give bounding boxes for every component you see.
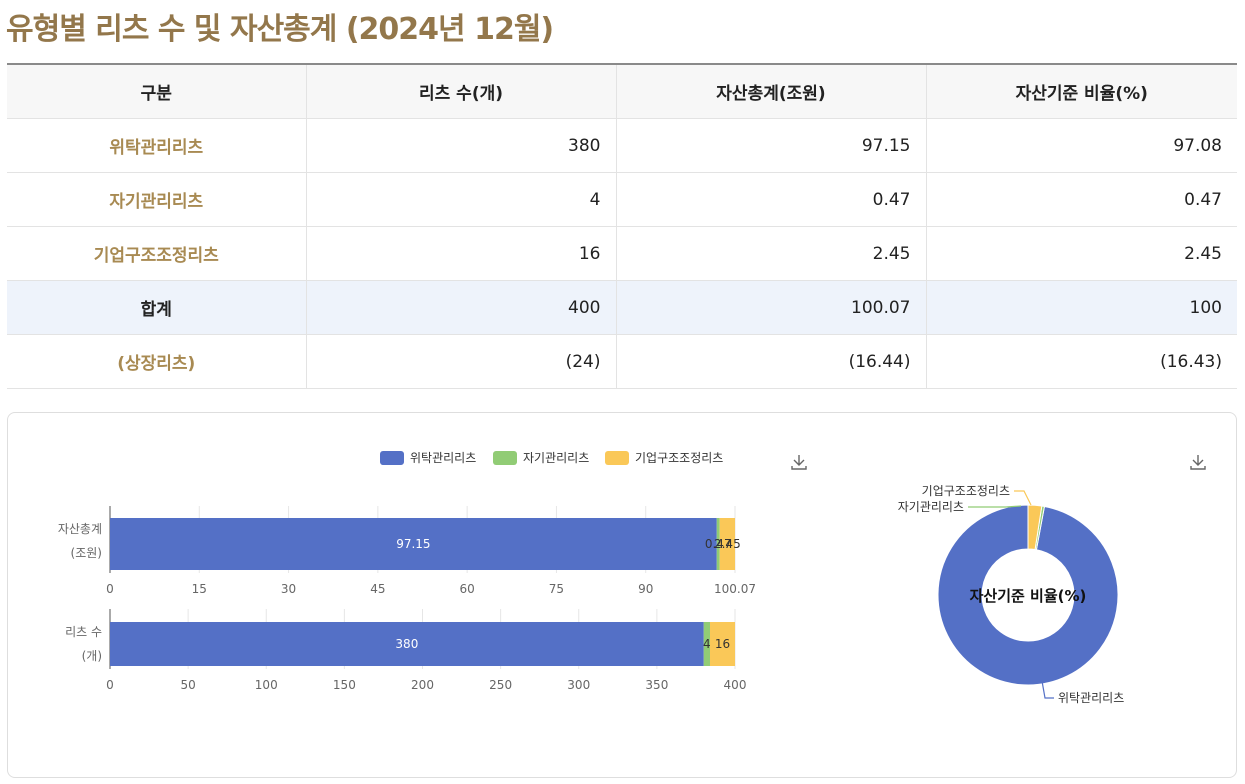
pie-leader-line [968,505,1022,508]
header-category: 구분 [7,64,307,119]
header-assets: 자산총계(조원) [616,64,927,119]
legend-swatch[interactable] [605,451,629,465]
pie-leader-line [1041,680,1054,699]
pie-slice-label: 위탁관리리츠 [1058,691,1124,705]
x-tick-label: 300 [567,678,590,692]
x-tick-label: 75 [549,582,564,596]
table-row: 자기관리리츠 4 0.47 0.47 [7,172,1237,227]
row-ratio: 100 [926,280,1237,335]
table-header-row: 구분 리츠 수(개) 자산총계(조원) 자산기준 비율(%) [7,64,1237,119]
row-assets: 100.07 [616,280,927,335]
legend-label[interactable]: 자기관리리츠 [523,451,589,465]
pie-leader-line [1014,490,1032,506]
x-tick-label: 100.07 [714,582,756,596]
legend-swatch[interactable] [380,451,404,465]
table-row: 기업구조조정리츠 16 2.45 2.45 [7,226,1237,281]
row-count: 16 [306,226,617,281]
y-category-label: 자산총계 [58,522,102,536]
download-icon[interactable] [791,455,807,470]
x-tick-label: 45 [370,582,385,596]
x-tick-label: 60 [460,582,475,596]
bar-value-label: 97.15 [396,537,430,551]
row-ratio: 97.08 [926,118,1237,173]
x-tick-label: 200 [411,678,434,692]
row-label: 위탁관리리츠 [7,118,307,173]
legend-label[interactable]: 위탁관리리츠 [410,451,476,465]
y-category-label: (조원) [71,546,102,560]
x-tick-label: 0 [106,678,114,692]
x-tick-label: 90 [638,582,653,596]
x-tick-label: 0 [106,582,114,596]
bar[interactable] [710,622,735,666]
table-row: 위탁관리리츠 380 97.15 97.08 [7,118,1237,173]
table-row-listed: (상장리츠) (24) (16.44) (16.43) [7,334,1237,389]
x-tick-label: 50 [180,678,195,692]
row-assets: 97.15 [616,118,927,173]
bar[interactable] [110,622,704,666]
x-tick-label: 15 [192,582,207,596]
row-assets: (16.44) [616,334,927,389]
header-ratio: 자산기준 비율(%) [926,64,1237,119]
pie-slice[interactable] [1027,504,1043,551]
row-ratio: 0.47 [926,172,1237,227]
bar[interactable] [110,518,717,570]
pie-slice[interactable] [937,504,1119,686]
row-ratio: (16.43) [926,334,1237,389]
legend-label[interactable]: 기업구조조정리츠 [635,451,723,465]
row-assets: 2.45 [616,226,927,281]
chart-panel: 위탁관리리츠 자기관리리츠 기업구조조정리츠 0 15 30 45 60 75 90 100.07 자… [7,412,1237,778]
bar-value-label: 4 [703,637,711,651]
row-label: 기업구조조정리츠 [7,226,307,281]
row-count: 4 [306,172,617,227]
row-assets: 0.47 [616,172,927,227]
table-row-total: 합계 400 100.07 100 [7,280,1237,335]
row-count: 400 [306,280,617,335]
bar-value-label: 0.47 [705,537,732,551]
row-count: (24) [306,334,617,389]
x-tick-label: 400 [724,678,747,692]
pie-center-label: 자산기준 비율(%) [970,587,1087,605]
pie-slice-label: 기업구조조정리츠 [922,484,1010,498]
bar[interactable] [719,518,735,570]
page-title: 유형별 리츠 수 및 자산총계 (2024년 12월) [6,12,554,47]
row-ratio: 2.45 [926,226,1237,281]
row-label: (상장리츠) [7,334,307,389]
x-tick-label: 30 [281,582,296,596]
x-tick-label: 150 [333,678,356,692]
bar-value-label: 16 [715,637,730,651]
row-label: 자기관리리츠 [7,172,307,227]
bar[interactable] [716,518,720,570]
x-tick-label: 350 [645,678,668,692]
legend-swatch[interactable] [493,451,517,465]
row-count: 380 [306,118,617,173]
y-category-label: 리츠 수 [65,625,102,639]
x-tick-label: 250 [489,678,512,692]
download-icon[interactable] [1190,455,1206,470]
row-label: 합계 [7,280,307,335]
header-count: 리츠 수(개) [306,64,617,119]
bar-value-label: 380 [395,637,418,651]
x-tick-label: 100 [255,678,278,692]
reits-summary-table: 구분 리츠 수(개) 자산총계(조원) 자산기준 비율(%) 위탁관리리츠 38… [7,63,1237,389]
pie-slice-label: 자기관리리츠 [898,500,964,514]
bar-value-label: 2.45 [714,537,741,551]
y-category-label: (개) [82,649,102,663]
bar[interactable] [703,622,710,666]
